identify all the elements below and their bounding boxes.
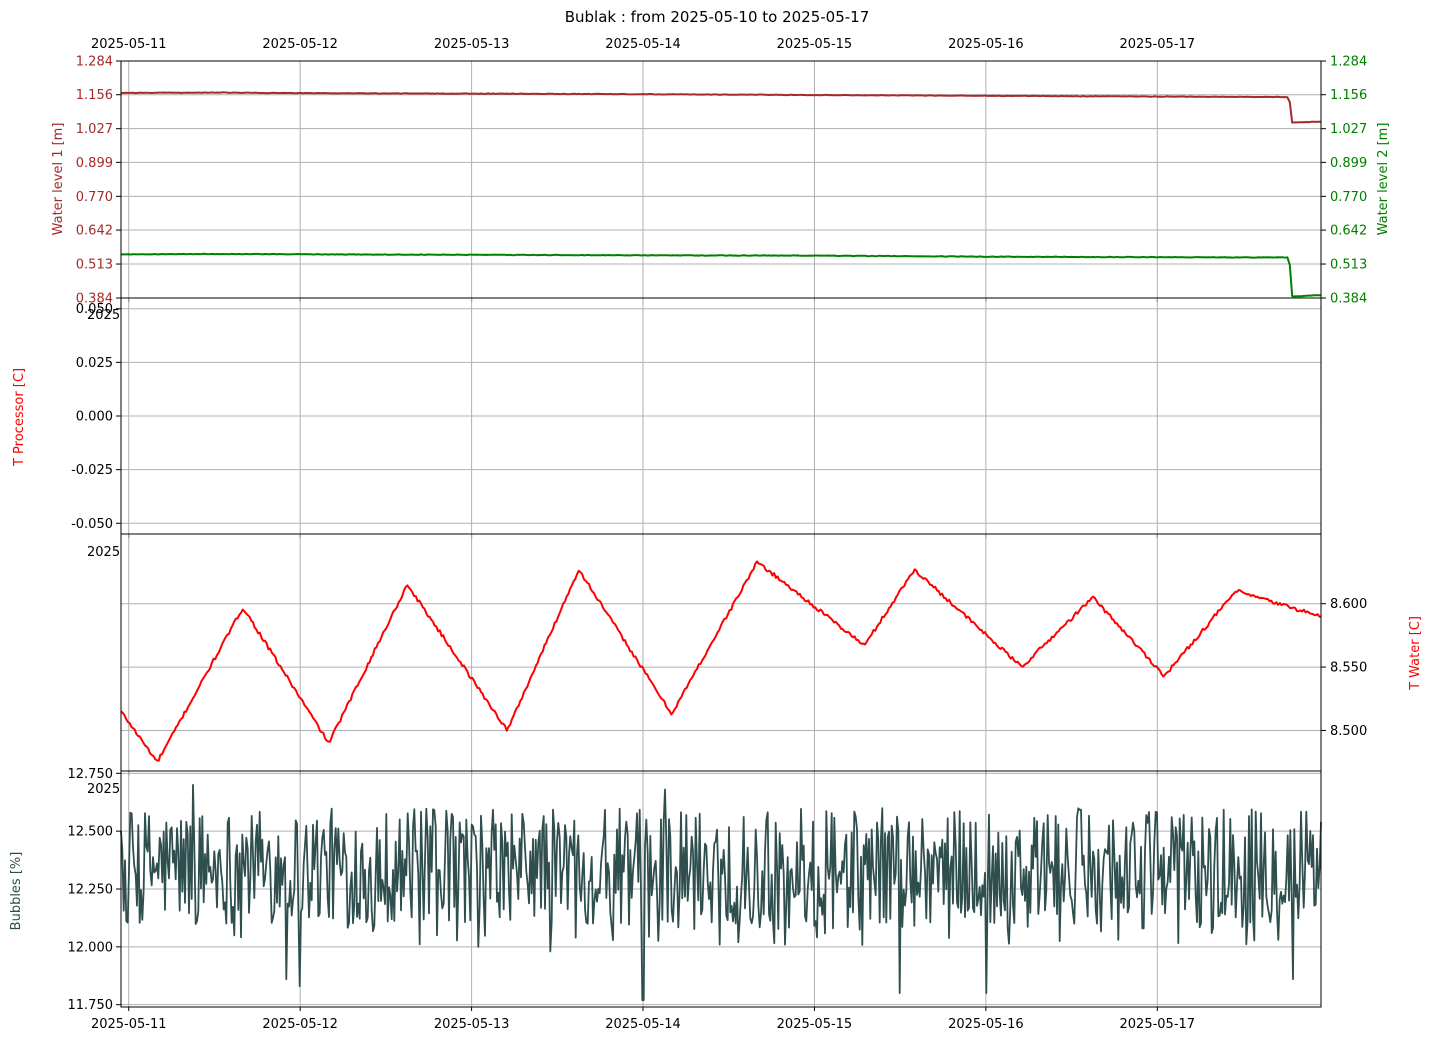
y-tick-label: 0.899 xyxy=(1330,156,1367,171)
y-tick-label: -0.050 xyxy=(71,517,113,532)
y-tick-label: 0.513 xyxy=(1330,258,1367,273)
y-tick-label: 1.027 xyxy=(76,122,113,137)
x-tick-label: 2025-05-12 xyxy=(262,37,338,52)
y-tick-label: 0.000 xyxy=(76,410,113,425)
stray-year-label: 2025 xyxy=(87,308,120,323)
y-tick-label: 12.500 xyxy=(68,825,114,840)
y-tick-label: 1.284 xyxy=(76,55,113,70)
y-tick-label: 0.384 xyxy=(1330,292,1367,307)
x-tick-label: 2025-05-12 xyxy=(262,1017,338,1032)
y-tick-label: 0.770 xyxy=(1330,190,1367,205)
x-tick-label: 2025-05-13 xyxy=(434,1017,510,1032)
y-tick-label: 1.156 xyxy=(76,88,113,103)
processor-temp-axis-label: T Processor [C] xyxy=(12,368,27,467)
y-tick-label: 0.050 xyxy=(76,302,113,317)
y-tick-label: 1.156 xyxy=(1330,88,1367,103)
stray-year-label: 2025 xyxy=(87,782,120,797)
water-level-1-axis-label: Water level 1 [m] xyxy=(51,123,66,236)
x-tick-label: 2025-05-11 xyxy=(91,37,167,52)
y-tick-label: 8.550 xyxy=(1330,661,1367,676)
y-tick-label: 11.750 xyxy=(68,998,114,1013)
x-tick-label: 2025-05-13 xyxy=(434,37,510,52)
series-line xyxy=(120,560,1322,762)
water-temp-axis-label: T Water [C] xyxy=(1408,616,1423,691)
y-tick-label: 0.384 xyxy=(76,292,113,307)
y-tick-label: 12.000 xyxy=(68,940,114,955)
y-tick-label: 0.025 xyxy=(76,356,113,371)
stray-year-label: 2025 xyxy=(87,545,120,560)
y-tick-label: 0.642 xyxy=(1330,224,1367,239)
x-tick-label: 2025-05-17 xyxy=(1120,1017,1196,1032)
bubbles-panel: 12.750 12.500 12.250 12.000 11.750 2025-05-11… xyxy=(68,767,1322,1032)
y-tick-label: 12.750 xyxy=(68,767,114,782)
x-tick-label: 2025-05-15 xyxy=(777,1017,853,1032)
y-tick-label: -0.025 xyxy=(71,463,113,478)
x-tick-label: 2025-05-15 xyxy=(777,37,853,52)
y-tick-label: 12.250 xyxy=(68,883,114,898)
y-tick-label: 0.770 xyxy=(76,190,113,205)
series-line xyxy=(121,252,1322,298)
y-tick-label: 8.500 xyxy=(1330,724,1367,739)
x-tick-label: 2025-05-14 xyxy=(605,37,681,52)
y-tick-label: 1.284 xyxy=(1330,55,1367,70)
y-tick-label: 0.642 xyxy=(76,224,113,239)
chart-title: Bublak : from 2025-05-10 to 2025-05-17 xyxy=(565,8,870,26)
x-tick-label: 2025-05-16 xyxy=(948,37,1024,52)
bubbles-axis-label: Bubbles [%] xyxy=(9,852,24,931)
x-tick-label: 2025-05-14 xyxy=(605,1017,681,1032)
water-level-2-axis-label: Water level 2 [m] xyxy=(1376,123,1391,236)
x-tick-label: 2025-05-16 xyxy=(948,1017,1024,1032)
x-tick-label: 2025-05-17 xyxy=(1120,37,1196,52)
x-tick-label: 2025-05-11 xyxy=(91,1017,167,1032)
processor-temp-panel: 0.050 0.025 0.000 -0.025 -0.050 xyxy=(71,297,1322,538)
y-tick-label: 1.027 xyxy=(1330,122,1367,137)
y-tick-label: 0.513 xyxy=(76,258,113,273)
y-tick-label: 8.600 xyxy=(1330,597,1367,612)
series-line xyxy=(120,784,1322,1001)
y-tick-label: 0.899 xyxy=(76,156,113,171)
series-line xyxy=(121,91,1322,124)
